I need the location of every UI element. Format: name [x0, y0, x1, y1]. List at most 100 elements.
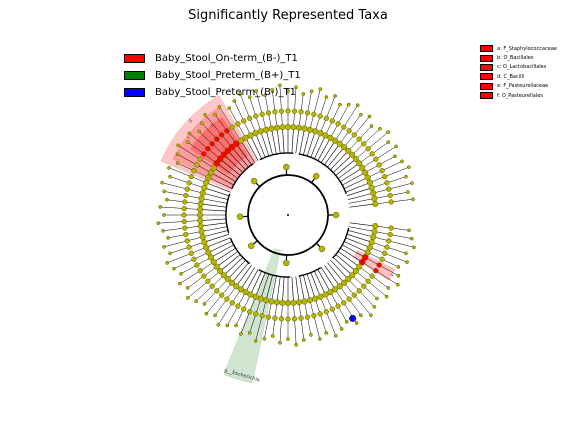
branch-leaf [355, 270, 387, 297]
sector-label-c: c [186, 134, 193, 140]
branch-leaf [189, 133, 221, 160]
genus-node [278, 340, 282, 345]
genus-node [393, 154, 397, 159]
branch-class [317, 269, 331, 293]
genus-node [286, 337, 290, 341]
branch-class [236, 264, 252, 287]
family-node [379, 256, 385, 262]
order-node [372, 222, 379, 230]
genus-node [247, 95, 252, 99]
branch-leaf [320, 296, 337, 336]
branch-class [260, 273, 270, 299]
family-node [317, 113, 323, 119]
genus-node [410, 181, 414, 186]
family-node [369, 273, 375, 279]
branch-leaf [195, 275, 225, 302]
family-node [386, 238, 392, 244]
branch-leaf [298, 302, 305, 341]
order-node [372, 200, 379, 208]
genus-node [372, 305, 377, 309]
order-node [317, 130, 324, 137]
branch-leaf [279, 302, 283, 343]
ring-branch-class [332, 227, 350, 259]
branch-leaf [375, 198, 414, 205]
order-node [341, 279, 348, 286]
branch-class [282, 127, 285, 154]
group-legend: Baby_Stool_On-term_(B-)_T1 Baby_Stool_Pr… [124, 50, 301, 101]
legend-label: Baby_Stool_On-term_(B-)_T1 [155, 53, 298, 64]
family-node [182, 199, 188, 205]
genus-node [168, 251, 172, 256]
order-node [228, 279, 235, 286]
branch-class [291, 276, 294, 303]
family-node [205, 278, 211, 284]
order-node [252, 130, 259, 137]
genus-node [232, 99, 237, 103]
genus-node [176, 143, 181, 148]
figure-title: Significantly Represented Taxa [188, 8, 388, 23]
family-node [219, 132, 225, 138]
genus-node [396, 265, 401, 269]
branch-leaf [160, 206, 201, 210]
ring-branch-class [231, 163, 254, 190]
branch-class [343, 241, 368, 253]
phylum-node [236, 213, 244, 220]
taxa-key-entry: c: O_Lactobacillales [480, 63, 557, 72]
family-node [351, 132, 357, 138]
family-node [298, 109, 304, 115]
family-node [194, 162, 200, 168]
genus-node [294, 85, 298, 90]
genus-node [318, 87, 323, 91]
family-node [311, 313, 317, 319]
phylum-node [283, 259, 290, 267]
order-node [198, 228, 205, 235]
branch-class [265, 129, 273, 156]
branch-class [213, 167, 236, 183]
genus-node [309, 332, 313, 337]
taxa-key-entry: a: F_Staphylococcaceae [480, 44, 557, 53]
order-node [352, 268, 359, 275]
branch-class [227, 150, 246, 171]
order-node [366, 179, 373, 186]
order-node [197, 217, 204, 224]
branch-class [295, 276, 300, 303]
branch-class [201, 198, 228, 204]
branch-class [204, 233, 230, 243]
order-node [220, 151, 228, 159]
genus-node [168, 174, 172, 179]
branch-class [303, 129, 311, 156]
legend-swatch-blue [124, 88, 145, 97]
branch-leaf [304, 91, 312, 129]
order-node [273, 124, 281, 131]
family-node [224, 296, 230, 302]
branch-class [303, 274, 311, 301]
branch-class [276, 127, 281, 154]
order-node [370, 233, 377, 240]
order-node [352, 155, 359, 162]
order-node [349, 272, 356, 279]
branch-class [210, 172, 234, 186]
family-node [191, 168, 197, 174]
genus-node [162, 213, 166, 217]
family-node [235, 121, 241, 127]
order-node [198, 195, 205, 202]
enriched-node-blue [349, 314, 357, 323]
family-node [186, 244, 192, 250]
branch-leaf [168, 167, 207, 183]
branch-class [306, 131, 316, 157]
order-node [257, 295, 264, 302]
branch-class [260, 131, 270, 157]
genus-node [204, 311, 209, 316]
family-node [386, 186, 392, 192]
taxa-key-swatch [480, 54, 493, 62]
branch-class [320, 140, 336, 163]
order-node [341, 144, 348, 151]
genus-node [270, 334, 275, 338]
branch-class [324, 143, 340, 166]
branch-class [204, 187, 230, 197]
family-node [346, 128, 352, 134]
family-node [191, 256, 197, 262]
branch-leaf [177, 154, 212, 173]
branch-class [342, 172, 366, 186]
family-node [365, 278, 371, 284]
